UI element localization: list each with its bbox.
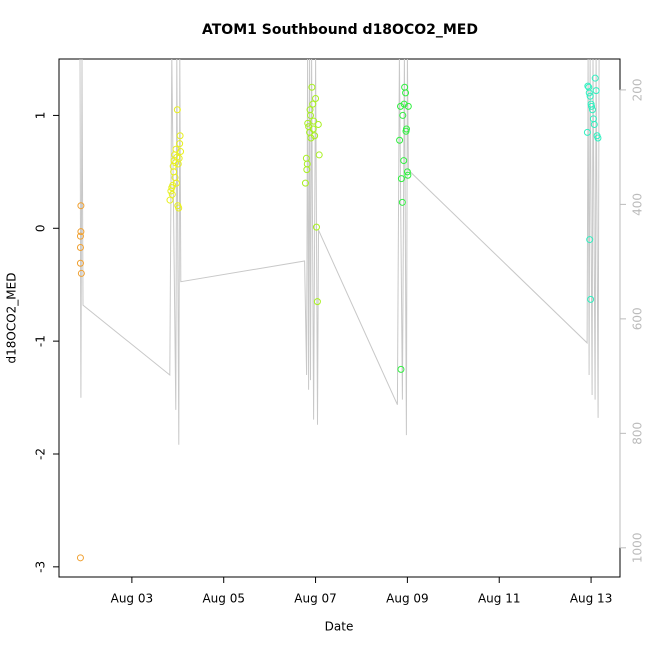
point xyxy=(583,128,591,136)
point xyxy=(170,168,178,176)
point xyxy=(591,74,599,82)
point xyxy=(398,198,406,206)
point xyxy=(404,102,412,110)
y-axis-label: d18OCO2_MED xyxy=(5,273,19,364)
point xyxy=(397,102,405,110)
x-tick-label: Aug 05 xyxy=(202,592,245,606)
point xyxy=(403,168,411,176)
chart-title: ATOM1 Southbound d18OCO2_MED xyxy=(202,22,478,38)
point xyxy=(397,365,405,373)
y-tick-label: -2 xyxy=(34,448,48,460)
y-tick-label: -1 xyxy=(34,335,48,347)
y2-tick-label: 400 xyxy=(631,193,645,216)
line xyxy=(79,59,600,445)
point xyxy=(400,100,408,108)
point xyxy=(399,111,407,119)
point xyxy=(313,298,321,306)
x-tick-label: Aug 09 xyxy=(386,592,429,606)
point xyxy=(172,179,180,187)
point xyxy=(175,204,183,212)
point xyxy=(176,140,184,148)
point xyxy=(315,151,323,159)
y-tick-label: 1 xyxy=(34,112,48,120)
point xyxy=(169,181,177,189)
x-tick-label: Aug 07 xyxy=(294,592,337,606)
point xyxy=(588,106,596,114)
point xyxy=(586,236,594,244)
point xyxy=(307,111,315,119)
plot-frame xyxy=(58,58,621,578)
point xyxy=(175,154,183,162)
y2-tick-label: 200 xyxy=(631,78,645,101)
y-tick-label: 0 xyxy=(34,224,48,232)
plot-area xyxy=(76,59,602,562)
point xyxy=(304,119,312,127)
point xyxy=(314,120,322,128)
point xyxy=(77,202,85,210)
point xyxy=(312,94,320,102)
point xyxy=(402,127,410,135)
point xyxy=(404,171,412,179)
point xyxy=(76,232,84,240)
point xyxy=(588,102,596,110)
point xyxy=(400,157,408,165)
point xyxy=(402,89,410,97)
point xyxy=(77,269,85,277)
x-axis-label: Date xyxy=(325,620,354,634)
point xyxy=(586,92,594,100)
point xyxy=(302,154,310,162)
point xyxy=(308,83,316,91)
x-tick-label: Aug 11 xyxy=(478,592,521,606)
point xyxy=(176,132,184,140)
y2-tick-label: 1000 xyxy=(631,533,645,564)
point xyxy=(307,134,315,142)
point xyxy=(76,554,84,562)
x-tick-label: Aug 13 xyxy=(570,592,613,606)
y2-tick-label: 800 xyxy=(631,422,645,445)
point xyxy=(584,82,592,90)
point xyxy=(77,228,85,236)
point xyxy=(309,100,317,108)
y2-tick-label: 600 xyxy=(631,307,645,330)
point xyxy=(310,117,318,125)
point xyxy=(592,87,600,95)
point xyxy=(76,259,84,267)
point xyxy=(585,89,593,97)
point xyxy=(397,175,405,183)
point xyxy=(301,179,309,187)
point xyxy=(587,295,595,303)
point xyxy=(594,134,602,142)
point xyxy=(311,132,319,140)
x-tick-label: Aug 03 xyxy=(111,592,154,606)
point xyxy=(173,106,181,114)
point xyxy=(166,196,174,204)
point xyxy=(306,106,314,114)
point xyxy=(590,120,598,128)
point xyxy=(168,190,176,198)
point xyxy=(177,148,185,156)
point xyxy=(76,243,84,251)
y-tick-label: -3 xyxy=(34,561,48,573)
point xyxy=(396,136,404,144)
point xyxy=(309,125,317,133)
point xyxy=(312,223,320,231)
point xyxy=(303,160,311,168)
